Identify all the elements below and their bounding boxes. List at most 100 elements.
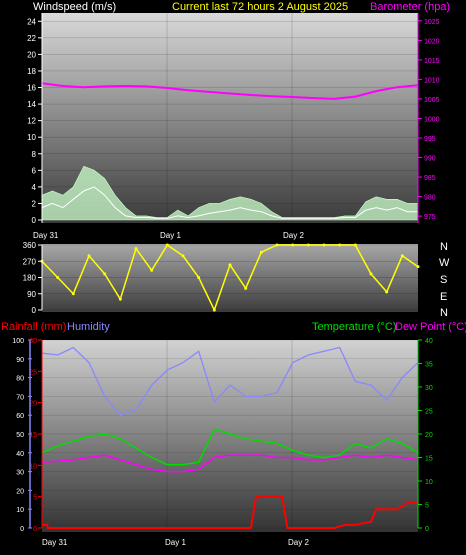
barometer-tick-label: 1000 — [424, 116, 440, 123]
direction-point — [353, 243, 357, 247]
direction-point — [150, 268, 154, 272]
compass-label-n-top: N — [440, 241, 448, 253]
direction-point — [369, 272, 373, 276]
wind-tick-label: 20 — [27, 50, 36, 59]
series-windspeed — [41, 186, 418, 219]
direction-point — [56, 276, 60, 279]
wind-tick-label: 18 — [27, 67, 36, 76]
wind-tick-label: 14 — [27, 100, 36, 109]
direction-tick-label: 0 — [32, 306, 37, 315]
rain-tick-label: 15 — [29, 432, 37, 439]
rain-tick-label: 20 — [29, 401, 37, 408]
humidity-tick-label: 50 — [16, 432, 24, 439]
humidity-tick-label: 0 — [20, 526, 24, 533]
direction-point — [400, 254, 404, 258]
wind-tick-label: 6 — [32, 166, 37, 175]
direction-point — [259, 250, 263, 254]
temp-tick-label: 0 — [425, 526, 429, 533]
direction-point — [244, 286, 248, 290]
direction-point — [306, 243, 310, 247]
series-barometer — [41, 82, 419, 100]
series-gust — [41, 165, 419, 221]
direction-point — [197, 276, 201, 279]
compass-label-s: S — [440, 274, 447, 286]
day-label-31-bottom: Day 31 — [42, 538, 68, 547]
compass-label-n-bottom: N — [440, 307, 448, 319]
temp-tick-label: 30 — [425, 385, 433, 392]
humidity-tick-label: 10 — [16, 507, 24, 514]
barometer-tick-label: 1025 — [424, 19, 440, 26]
series-temperature — [41, 428, 419, 466]
axes-ticks: 0246810121416182022249759809859909951000… — [12, 13, 440, 533]
barometer-axis-title: Barometer (hpa) — [370, 1, 450, 13]
series-rainfall — [42, 495, 418, 529]
direction-point — [181, 254, 185, 258]
wind-tick-label: 0 — [32, 216, 37, 225]
barometer-tick-label: 985 — [424, 175, 436, 182]
temperature-panel-background — [42, 340, 418, 532]
temp-tick-label: 5 — [425, 503, 429, 510]
rain-tick-label: 5 — [33, 495, 37, 502]
direction-point — [134, 247, 138, 251]
rain-tick-label: 0 — [33, 526, 37, 533]
day-label-1-top: Day 1 — [160, 231, 181, 240]
barometer-tick-label: 1015 — [424, 58, 440, 65]
humidity-axis-title: Humidity — [67, 321, 110, 333]
direction-point — [71, 292, 75, 296]
wind-tick-label: 12 — [27, 117, 36, 126]
direction-tick-label: 90 — [27, 290, 36, 299]
temperature-panel-series — [41, 346, 419, 529]
wind-panel-series — [41, 82, 419, 221]
barometer-tick-label: 990 — [424, 156, 436, 163]
direction-point — [275, 243, 279, 247]
humidity-tick-label: 90 — [16, 357, 24, 364]
direction-point — [103, 272, 107, 276]
wind-tick-label: 16 — [27, 84, 36, 93]
rain-tick-label: 10 — [29, 463, 37, 470]
direction-point — [212, 308, 216, 312]
wind-tick-label: 8 — [32, 150, 37, 159]
humidity-tick-label: 80 — [16, 376, 24, 383]
day-label-31-top: Day 31 — [33, 231, 59, 240]
barometer-tick-label: 1020 — [424, 38, 440, 45]
barometer-tick-label: 1005 — [424, 97, 440, 104]
day-label-2-bottom: Day 2 — [288, 538, 309, 547]
temp-tick-label: 10 — [425, 479, 433, 486]
direction-panel-series — [40, 243, 420, 312]
series-humidity — [41, 346, 419, 416]
humidity-tick-label: 20 — [16, 488, 24, 495]
chart-title: Current last 72 hours 2 August 2025 — [172, 1, 348, 13]
direction-tick-label: 360 — [23, 241, 37, 250]
windspeed-axis-title: Windspeed (m/s) — [33, 1, 116, 13]
temp-tick-label: 15 — [425, 456, 433, 463]
direction-point — [228, 263, 232, 267]
direction-point — [118, 297, 122, 301]
rainfall-axis-title: Rainfall (mm) — [1, 321, 66, 333]
humidity-tick-label: 30 — [16, 470, 24, 477]
direction-point — [385, 290, 389, 294]
wind-tick-label: 4 — [32, 183, 37, 192]
wind-tick-label: 2 — [32, 199, 37, 208]
rain-tick-label: 25 — [29, 369, 37, 376]
barometer-tick-label: 995 — [424, 136, 436, 143]
temperature-axis-title: Temperature (°C) — [312, 321, 396, 333]
barometer-tick-label: 1010 — [424, 77, 440, 84]
direction-point — [416, 265, 420, 269]
day-label-2-top: Day 2 — [283, 231, 304, 240]
direction-point — [291, 243, 295, 247]
temp-tick-label: 20 — [425, 432, 433, 439]
compass-labels: N W S E N — [439, 241, 450, 319]
direction-tick-label: 180 — [23, 274, 37, 283]
direction-panel-background — [42, 244, 418, 312]
humidity-tick-label: 40 — [16, 451, 24, 458]
series-dew-point — [41, 454, 419, 473]
wind-tick-label: 10 — [27, 133, 36, 142]
wind-tick-label: 24 — [27, 17, 36, 26]
temp-tick-label: 40 — [425, 338, 433, 345]
humidity-tick-label: 60 — [16, 413, 24, 420]
day-label-1-bottom: Day 1 — [165, 538, 186, 547]
humidity-tick-label: 100 — [12, 338, 24, 345]
direction-point — [165, 243, 169, 247]
